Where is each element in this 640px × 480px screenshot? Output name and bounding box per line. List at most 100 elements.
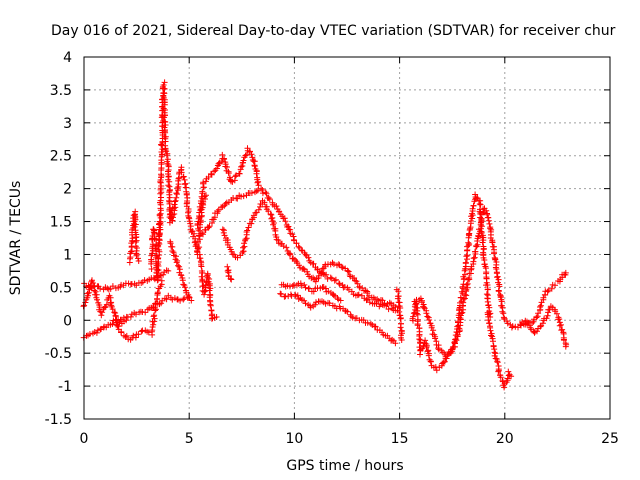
data-point	[255, 206, 262, 213]
y-tick-label: 0.5	[50, 280, 72, 296]
data-point	[512, 323, 519, 330]
data-point	[287, 250, 294, 257]
y-tick-label: -1	[58, 379, 72, 395]
data-point	[491, 250, 497, 257]
data-point	[560, 336, 567, 343]
data-point	[181, 295, 188, 302]
data-point	[169, 248, 176, 254]
data-point	[229, 251, 236, 258]
data-point	[111, 309, 118, 316]
data-point	[240, 244, 246, 251]
data-point	[504, 375, 511, 382]
data-point	[188, 297, 195, 304]
data-point	[280, 243, 287, 250]
data-point	[330, 292, 337, 299]
data-point	[155, 246, 162, 253]
data-point	[337, 297, 344, 304]
data-point	[172, 204, 179, 211]
data-point	[236, 170, 243, 177]
data-point	[265, 194, 272, 201]
data-point	[84, 290, 91, 297]
grid	[84, 57, 610, 419]
data-track	[126, 208, 142, 266]
data-point	[423, 344, 430, 351]
data-point	[200, 231, 206, 238]
data-point	[454, 331, 461, 338]
data-track	[409, 191, 494, 374]
data-point	[112, 313, 119, 320]
data-point	[263, 190, 270, 197]
data-point	[185, 293, 192, 300]
data-point	[242, 152, 249, 159]
data-point	[164, 160, 171, 167]
data-point	[201, 288, 208, 295]
data-point	[240, 248, 247, 255]
y-tick-label: 1	[63, 247, 72, 263]
data-point	[199, 188, 206, 195]
data-point	[305, 254, 312, 261]
y-tick-label: 1.5	[50, 215, 72, 231]
x-tick-label: 15	[391, 431, 409, 447]
data-point	[354, 280, 361, 287]
data-point	[172, 197, 179, 204]
data-point	[479, 239, 486, 246]
data-point	[310, 260, 317, 267]
data-point	[355, 291, 362, 298]
data-point	[185, 212, 192, 219]
data-point	[545, 287, 552, 294]
data-point	[208, 171, 215, 178]
data-point	[211, 168, 218, 175]
data-point	[472, 248, 479, 255]
data-point	[458, 310, 465, 317]
data-point	[118, 329, 125, 336]
data-track	[219, 197, 399, 311]
data-point	[129, 235, 136, 242]
data-track	[278, 280, 344, 304]
data-point	[485, 217, 492, 224]
data-point	[417, 351, 423, 358]
data-point	[485, 317, 492, 324]
data-point	[97, 326, 104, 333]
data-point	[221, 232, 228, 239]
data-track	[522, 303, 570, 350]
data-point	[162, 146, 169, 153]
data-point	[450, 344, 456, 350]
data-point	[156, 211, 163, 218]
data-point	[198, 193, 205, 200]
data-point	[334, 295, 341, 301]
data-point	[501, 384, 508, 391]
data-point	[441, 358, 448, 365]
data-point	[525, 319, 532, 326]
data-point	[312, 278, 319, 285]
data-point	[213, 314, 220, 320]
data-point	[469, 210, 475, 217]
data-point	[491, 352, 498, 359]
data-point	[562, 343, 569, 350]
data-point	[219, 151, 226, 158]
data-point	[225, 170, 232, 177]
data-point	[470, 202, 477, 209]
data-point	[169, 217, 176, 224]
data-point	[182, 181, 188, 188]
data-point	[300, 265, 307, 272]
data-point	[318, 269, 325, 276]
data-point	[553, 310, 560, 317]
data-point	[397, 324, 404, 331]
data-point	[133, 237, 140, 244]
data-point	[240, 157, 247, 164]
data-point	[99, 309, 106, 316]
data-point	[430, 327, 437, 334]
data-point	[480, 206, 487, 213]
data-point	[315, 272, 322, 279]
x-tick-label: 5	[185, 431, 194, 447]
data-point	[160, 82, 167, 88]
data-point	[158, 141, 165, 148]
data-point	[135, 331, 142, 338]
data-point	[153, 300, 159, 307]
data-point	[248, 151, 255, 158]
data-track	[411, 205, 527, 360]
data-point	[200, 184, 207, 191]
x-axis-label: GPS time / hours	[286, 458, 403, 474]
data-point	[484, 211, 491, 218]
data-point	[161, 79, 168, 86]
